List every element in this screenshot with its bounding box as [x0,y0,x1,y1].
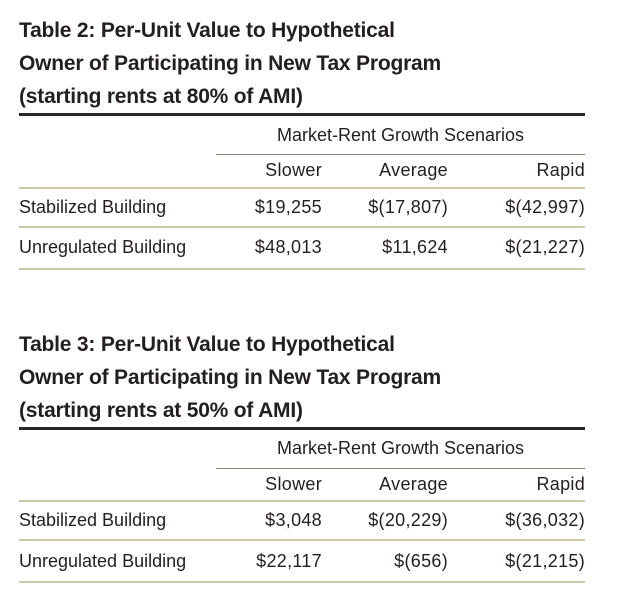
table-2-colhead-stub [19,154,216,189]
cell-value: $22,117 [256,550,322,571]
table-row: Unregulated Building $48,013 $11,624 $(2… [19,227,586,269]
table-3-title-line-2: Owner of Participating in New Tax Progra… [19,365,441,389]
cell-value: $(656) [394,550,448,571]
table-2-column-header-row: Slower Average Rapid [19,154,586,189]
cell-value: $19,255 [254,196,322,217]
row-label: Unregulated Building [19,550,187,571]
table-row: Stabilized Building $19,255 $(17,807) $(… [19,188,586,227]
table-2-section: Table 2: Per-Unit Value to Hypothetical … [19,14,586,270]
table-2-column-header-average: Average [322,154,448,189]
row-label: Unregulated Building [19,237,187,257]
cell-value: $(36,032) [505,510,586,530]
table-3-spanner-row: Market-Rent Growth Scenarios [19,428,586,469]
cell-value: $(21,227) [505,237,586,257]
row-label: Stabilized Building [19,510,167,530]
cell-value: $(20,229) [368,510,448,530]
cell-value: $(21,215) [505,550,586,571]
table-2-column-header-rapid: Rapid [448,154,586,189]
cell-value: $11,624 [382,237,448,257]
table-3-title: Table 3: Per-Unit Value to Hypothetical … [19,328,585,427]
table-3: Market-Rent Growth Scenarios Slower Aver… [19,426,586,584]
table-2: Market-Rent Growth Scenarios Slower Aver… [19,113,586,270]
cell-value: $3,048 [265,510,322,530]
table-3-spanner-stub [19,428,216,468]
table-2-title-line-1: Table 2: Per-Unit Value to Hypothetical [19,19,395,42]
table-row: Stabilized Building $3,048 $(20,229) $(3… [19,501,586,540]
table-2-title: Table 2: Per-Unit Value to Hypothetical … [19,14,585,113]
table-3-column-header-rapid: Rapid [448,468,586,502]
table-2-column-header-slower: Slower [216,154,322,189]
table-3-title-line-1: Table 3: Per-Unit Value to Hypothetical [19,332,395,356]
table-3-title-line-3: (starting rents at 50% of AMI) [19,398,303,422]
table-2-spanner-row: Market-Rent Growth Scenarios [19,114,586,155]
table-2-title-line-2: Owner of Participating in New Tax Progra… [19,52,441,75]
row-label: Stabilized Building [19,196,167,217]
table-row: Unregulated Building $22,117 $(656) $(21… [19,540,586,582]
table-3-section: Table 3: Per-Unit Value to Hypothetical … [19,328,586,584]
table-3-colhead-stub [19,468,216,502]
table-3-column-header-row: Slower Average Rapid [19,468,586,502]
cell-value: $(17,807) [368,196,448,217]
table-2-spanner-stub [19,115,216,155]
cell-value: $(42,997) [505,196,586,217]
table-2-title-line-3: (starting rents at 80% of AMI) [19,85,303,108]
table-3-column-header-slower: Slower [216,468,322,502]
cell-value: $48,013 [254,237,322,257]
table-2-column-group-header: Market-Rent Growth Scenarios [216,114,586,155]
table-3-column-group-header: Market-Rent Growth Scenarios [216,428,586,469]
table-3-column-header-average: Average [322,468,448,502]
